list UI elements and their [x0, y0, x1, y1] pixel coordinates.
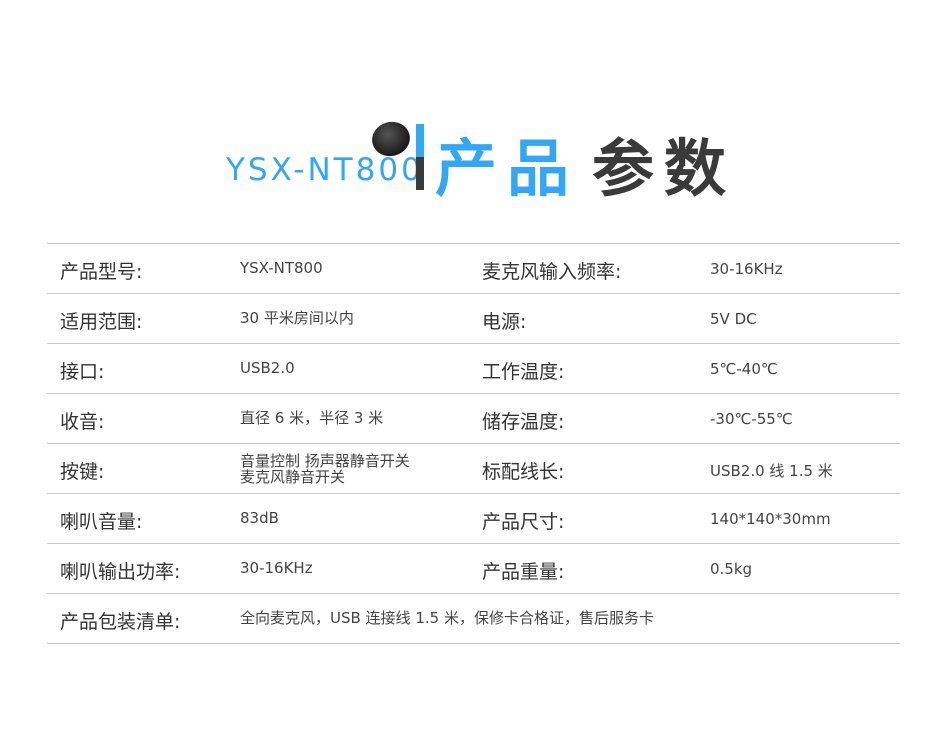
spec-label: 电源: — [482, 311, 527, 333]
spec-label: 工作温度: — [482, 361, 565, 383]
spec-value: 30-16KHz — [710, 260, 783, 278]
spec-label: 储存温度: — [482, 411, 565, 433]
table-row: 接口: USB2.0 工作温度: 5℃-40℃ — [47, 344, 900, 394]
spec-value-line: 麦克风静音开关 — [240, 468, 346, 486]
spec-table: 产品型号: YSX-NT800 麦克风输入频率: 30-16KHz 适用范围: 30 平… — [47, 243, 900, 644]
table-row: 收音: 直径 6 米，半径 3 米 储存温度: -30℃-55℃ — [47, 394, 900, 444]
spec-value: 30 平米房间以内 — [240, 309, 354, 327]
spec-value: USB2.0 — [240, 359, 295, 377]
spec-value: 5V DC — [710, 310, 757, 328]
spec-value: 5℃-40℃ — [710, 360, 778, 378]
spec-label: 适用范围: — [60, 311, 143, 333]
spec-label: 产品包装清单: — [60, 611, 181, 633]
spec-label: 麦克风输入频率: — [482, 261, 622, 283]
table-row: 产品包装清单: 全向麦克风，USB 连接线 1.5 米，保修卡合格证，售后服务卡 — [47, 594, 900, 644]
title-blue: 产品 — [435, 132, 580, 205]
table-row: 喇叭输出功率: 30-16KHz 产品重量: 0.5kg — [47, 544, 900, 594]
table-row: 喇叭音量: 83dB 产品尺寸: 140*140*30mm — [47, 494, 900, 544]
spec-value: 直径 6 米，半径 3 米 — [240, 409, 384, 427]
title-dark: 参数 — [592, 132, 737, 205]
table-row: 适用范围: 30 平米房间以内 电源: 5V DC — [47, 294, 900, 344]
spec-label: 接口: — [60, 361, 105, 383]
spec-value: 0.5kg — [710, 560, 753, 578]
spec-label: 喇叭音量: — [60, 511, 143, 533]
spec-value: 30-16KHz — [240, 559, 313, 577]
table-row: 按键: 音量控制 扬声器静音开关 麦克风静音开关 标配线长: USB2.0 线 1.5 … — [47, 444, 900, 494]
spec-value: YSX-NT800 — [240, 259, 323, 277]
spec-label: 产品重量: — [482, 561, 565, 583]
model-name: YSX-NT800 — [226, 152, 424, 188]
spec-value: 140*140*30mm — [710, 510, 831, 528]
spec-label: 按键: — [60, 461, 105, 483]
spec-value: -30℃-55℃ — [710, 410, 793, 428]
spec-label: 收音: — [60, 411, 105, 433]
spec-value: 音量控制 扬声器静音开关 麦克风静音开关 — [240, 453, 410, 485]
spec-label: 产品型号: — [60, 261, 143, 283]
spec-value: 83dB — [240, 509, 279, 527]
title-divider — [416, 124, 424, 190]
spec-value: USB2.0 线 1.5 米 — [710, 462, 833, 480]
spec-label: 标配线长: — [482, 461, 565, 483]
spec-label: 喇叭输出功率: — [60, 561, 181, 583]
spec-value-line: 音量控制 扬声器静音开关 — [240, 452, 410, 470]
spec-value: 全向麦克风，USB 连接线 1.5 米，保修卡合格证，售后服务卡 — [240, 609, 654, 627]
spec-label: 产品尺寸: — [482, 511, 565, 533]
table-row: 产品型号: YSX-NT800 麦克风输入频率: 30-16KHz — [47, 244, 900, 294]
